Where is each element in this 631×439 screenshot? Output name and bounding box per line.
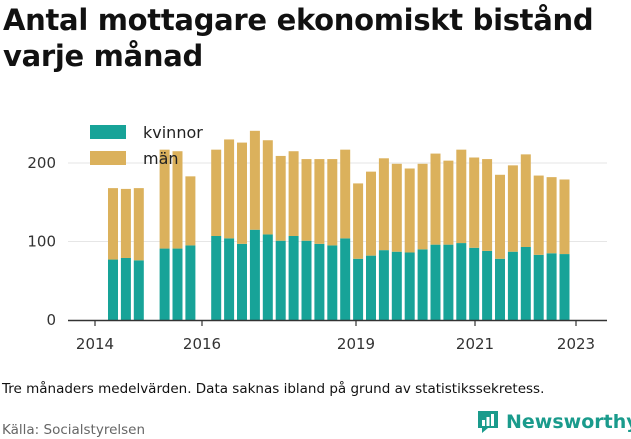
bar-man — [275, 155, 286, 241]
bar-kvinnor — [211, 236, 222, 320]
y-tick-label: 200 — [27, 154, 56, 172]
x-tick-label: 2019 — [337, 335, 375, 353]
source-label: Källa: Socialstyrelsen — [2, 422, 146, 438]
bar-man — [482, 159, 493, 251]
bar-man — [211, 149, 222, 237]
bar-kvinnor — [404, 252, 415, 320]
bar-man — [417, 163, 428, 250]
bar-man — [185, 176, 196, 246]
bar-kvinnor — [301, 240, 312, 320]
bar-man — [469, 157, 480, 248]
bar-kvinnor — [378, 250, 389, 320]
bar-kvinnor — [314, 243, 325, 320]
x-tick-label: 2023 — [557, 335, 595, 353]
bar-kvinnor — [443, 244, 454, 320]
bar-kvinnor — [366, 255, 376, 320]
legend: kvinnor män — [90, 123, 203, 168]
bar-man — [430, 153, 441, 245]
bar-man — [237, 142, 247, 244]
bar-kvinnor — [237, 243, 247, 320]
bar-man — [533, 175, 544, 255]
bar-kvinnor — [430, 244, 441, 320]
bar-man — [520, 154, 531, 247]
bar-kvinnor — [469, 247, 480, 320]
bar-kvinnor — [417, 249, 428, 320]
bar-kvinnor — [172, 248, 183, 320]
bar-man — [301, 159, 312, 241]
bar-kvinnor — [327, 245, 338, 320]
bar-man — [495, 174, 505, 259]
bar-man — [559, 179, 570, 255]
bar-kvinnor — [546, 253, 557, 320]
bar-man — [327, 159, 338, 246]
bar-man — [133, 188, 144, 261]
axes: 0 100 200 2014 2016 2019 2021 2023 — [27, 154, 607, 353]
bar-kvinnor — [120, 257, 131, 320]
x-tick-label: 2014 — [76, 335, 114, 353]
bar-kvinnor — [456, 243, 467, 320]
bar-kvinnor — [507, 251, 518, 320]
bar-man — [546, 177, 557, 254]
bar-kvinnor — [340, 238, 351, 320]
chart-note: Tre månaders medelvärden. Data saknas ib… — [2, 381, 545, 397]
bar-man — [443, 160, 454, 245]
bar-man — [288, 151, 299, 237]
brand-name: Newsworthy — [506, 411, 631, 433]
bar-kvinnor — [482, 250, 493, 320]
newsworthy-logo-icon — [478, 411, 498, 433]
x-tick-label: 2016 — [183, 335, 221, 353]
bar-kvinnor — [275, 240, 286, 320]
bar-kvinnor — [495, 258, 505, 320]
bar-kvinnor — [288, 236, 299, 320]
brand-logo: Newsworthy — [476, 408, 631, 436]
bar-kvinnor — [159, 248, 170, 320]
bar-man — [353, 183, 364, 259]
y-tick-label: 100 — [27, 233, 56, 251]
bar-man — [262, 140, 273, 235]
bar-kvinnor — [533, 254, 544, 320]
bar-man — [340, 149, 351, 239]
legend-swatch — [90, 151, 126, 165]
legend-swatch — [90, 125, 126, 139]
bar-man — [159, 149, 170, 249]
bar-man — [224, 139, 235, 239]
bar-man — [249, 130, 260, 230]
bar-kvinnor — [185, 245, 196, 320]
bar-kvinnor — [353, 258, 364, 320]
bar-man — [314, 159, 325, 244]
bar-kvinnor — [391, 251, 402, 320]
bar-man — [366, 171, 376, 256]
y-tick-label: 0 — [46, 311, 56, 329]
chart-title: Antal mottagare ekonomiskt bistånd varje… — [3, 3, 594, 73]
bar-man — [404, 168, 415, 253]
x-tick-label: 2021 — [456, 335, 494, 353]
bar-kvinnor — [108, 259, 118, 320]
bar-kvinnor — [133, 260, 144, 320]
bar-kvinnor — [224, 238, 235, 320]
legend-label: kvinnor — [143, 123, 203, 142]
bar-kvinnor — [520, 246, 531, 320]
bar-man — [456, 149, 467, 244]
bar-kvinnor — [249, 229, 260, 320]
bar-man — [120, 188, 131, 258]
legend-label: män — [143, 149, 179, 168]
bar-man — [378, 158, 389, 251]
bar-man — [391, 163, 402, 252]
bar-man — [507, 165, 518, 252]
bar-man — [108, 188, 118, 260]
bar-kvinnor — [262, 234, 273, 320]
bar-man — [172, 151, 183, 249]
bar-kvinnor — [559, 254, 570, 320]
bars — [108, 130, 570, 320]
